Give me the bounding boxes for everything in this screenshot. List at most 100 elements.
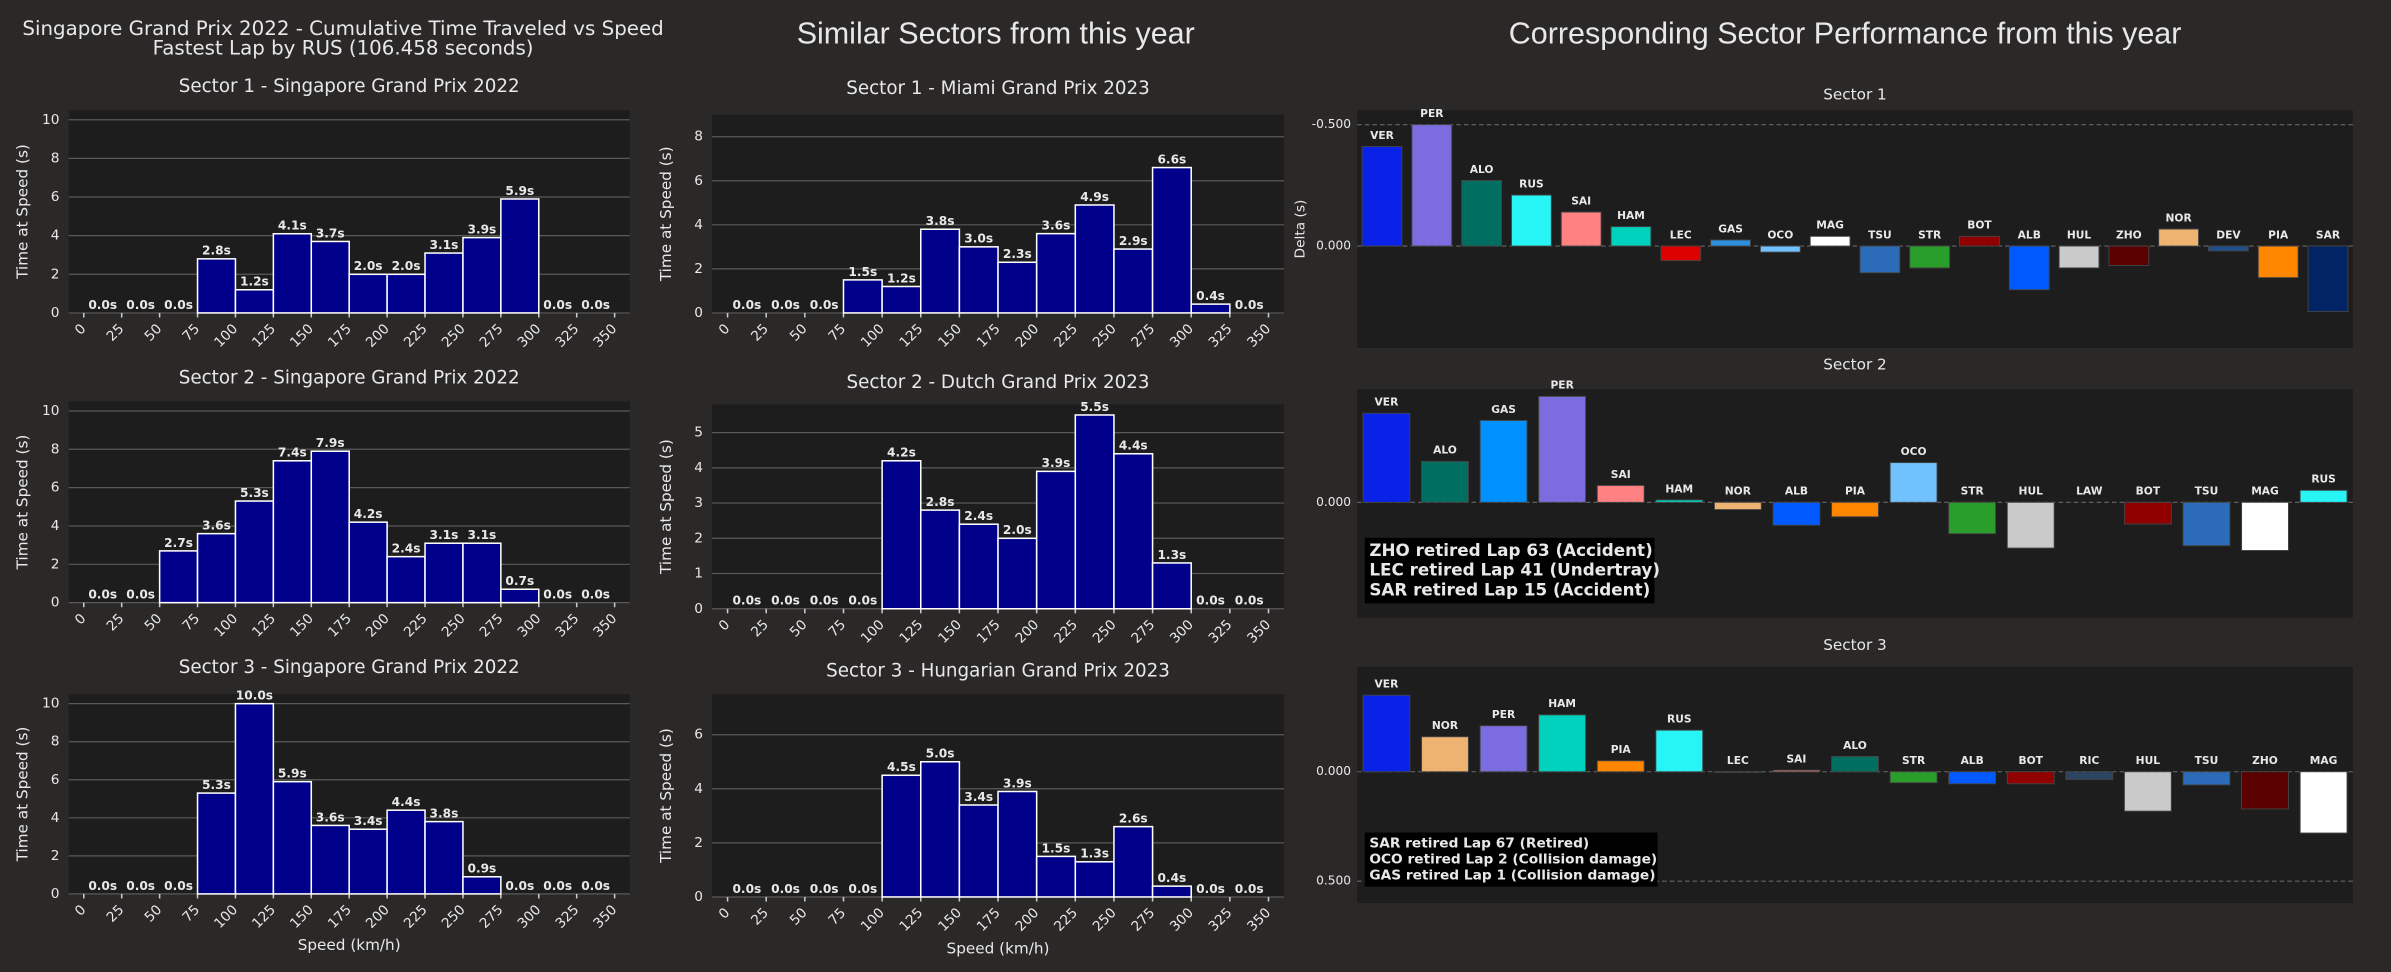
x-tick-label: 300 xyxy=(515,611,545,641)
bar xyxy=(1538,395,1587,503)
bar xyxy=(997,261,1038,314)
bar-label: BOT xyxy=(2019,754,2044,767)
bar xyxy=(1831,501,1879,518)
bar xyxy=(196,532,237,604)
value-label: 0.0s xyxy=(581,298,610,312)
bar xyxy=(462,236,502,314)
bar xyxy=(1859,245,1901,274)
value-label: 0.4s xyxy=(1196,289,1225,303)
bar xyxy=(310,824,350,895)
x-tick-label: 275 xyxy=(477,611,507,641)
bar xyxy=(348,828,388,895)
x-tick-label: 175 xyxy=(974,905,1004,935)
x-tick-label: 25 xyxy=(748,617,772,641)
bar-label: HUL xyxy=(2067,228,2092,241)
bar xyxy=(2208,245,2249,252)
x-tick-label: 250 xyxy=(439,611,469,641)
bar xyxy=(881,774,922,898)
bar xyxy=(1362,412,1411,503)
value-label: 3.6s xyxy=(316,810,345,824)
y-tick-label: 8 xyxy=(51,734,60,750)
value-label: 0.0s xyxy=(88,298,117,312)
bar-label: LEC xyxy=(1727,754,1749,767)
bar xyxy=(1596,485,1645,503)
y-tick-label: 2 xyxy=(694,261,703,277)
y-tick-label: 2 xyxy=(694,530,703,546)
bar xyxy=(1560,211,1602,247)
x-tick-label: 300 xyxy=(515,321,545,351)
value-label: 1.5s xyxy=(1042,841,1071,855)
value-label: 0.0s xyxy=(771,594,800,608)
x-tick-label: 100 xyxy=(858,321,888,351)
value-label: 0.0s xyxy=(771,298,800,312)
x-tick-label: 50 xyxy=(142,611,166,635)
bar xyxy=(2123,501,2172,525)
x-tick-label: 25 xyxy=(748,321,772,345)
bar-label: HUL xyxy=(2136,754,2161,767)
bar xyxy=(1113,452,1154,610)
y-tick-label: 2 xyxy=(694,835,703,851)
bar-label: STR xyxy=(1902,754,1925,767)
annotation: SAR retired Lap 15 (Accident) xyxy=(1369,579,1650,599)
value-label: 0.0s xyxy=(732,298,761,312)
value-label: 3.1s xyxy=(467,528,496,542)
y-tick-label: 10 xyxy=(42,696,59,712)
x-tick-label: 0 xyxy=(716,321,733,338)
x-tick-label: 325 xyxy=(553,902,583,932)
value-label: 3.1s xyxy=(430,238,459,252)
x-tick-label: 75 xyxy=(180,321,204,345)
bar-label: SAR xyxy=(2316,228,2340,241)
bar xyxy=(1151,166,1192,314)
y-tick-label: 0.500 xyxy=(1316,874,1351,888)
annotation: LEC retired Lap 41 (Undertray) xyxy=(1369,560,1660,580)
bar xyxy=(1151,562,1192,610)
bar xyxy=(1074,861,1115,898)
bar xyxy=(919,509,961,610)
value-label: 2.7s xyxy=(164,536,193,550)
x-tick-label: 250 xyxy=(1090,321,1120,351)
chart-title: Sector 3 - Hungarian Grand Prix 2023 xyxy=(826,660,1170,681)
x-tick-label: 200 xyxy=(363,611,393,641)
x-tick-label: 75 xyxy=(825,321,849,345)
x-axis-label: Speed (km/h) xyxy=(298,936,401,954)
value-label: 3.9s xyxy=(1003,776,1032,790)
value-label: 2.8s xyxy=(926,495,955,509)
annotation: SAR retired Lap 67 (Retired) xyxy=(1369,836,1589,852)
value-label: 3.1s xyxy=(430,528,459,542)
value-label: 5.0s xyxy=(926,747,955,761)
bar xyxy=(1713,501,1762,511)
annotation-box xyxy=(1364,537,1655,604)
bar xyxy=(1809,235,1851,247)
annotation: GAS retired Lap 1 (Collision damage) xyxy=(1369,868,1655,884)
bar xyxy=(1421,736,1469,773)
y-tick-label: 8 xyxy=(694,129,703,145)
x-tick-label: 50 xyxy=(787,321,811,345)
x-tick-label: 325 xyxy=(1206,905,1236,935)
bar-label: GAS xyxy=(1718,222,1743,235)
chart-title: Sector 1 - Miami Grand Prix 2023 xyxy=(846,78,1150,99)
y-axis-label: Time at Speed (s) xyxy=(657,728,675,864)
bar xyxy=(842,279,883,314)
bar-label: STR xyxy=(1918,228,1941,241)
bar xyxy=(2008,245,2050,291)
x-tick-label: 75 xyxy=(825,617,849,641)
y-tick-label: 4 xyxy=(694,217,703,233)
bar xyxy=(1035,470,1077,610)
x-tick-label: 250 xyxy=(439,902,469,932)
bar-label: ALO xyxy=(1843,739,1867,752)
bar-label: PER xyxy=(1492,708,1515,721)
value-label: 0.0s xyxy=(732,594,761,608)
value-label: 0.0s xyxy=(581,588,610,602)
bar xyxy=(1461,180,1502,247)
bar xyxy=(1113,825,1154,898)
x-tick-label: 75 xyxy=(180,902,204,926)
y-tick-label: 4 xyxy=(51,518,60,534)
bar xyxy=(1948,501,1997,535)
bar xyxy=(881,460,922,610)
bar xyxy=(1831,755,1879,773)
bar-label: BOT xyxy=(2136,485,2161,498)
bar xyxy=(1479,420,1528,503)
x-tick-label: 300 xyxy=(1167,617,1197,647)
bar-label: NOR xyxy=(1725,485,1751,498)
x-tick-label: 250 xyxy=(439,321,469,351)
